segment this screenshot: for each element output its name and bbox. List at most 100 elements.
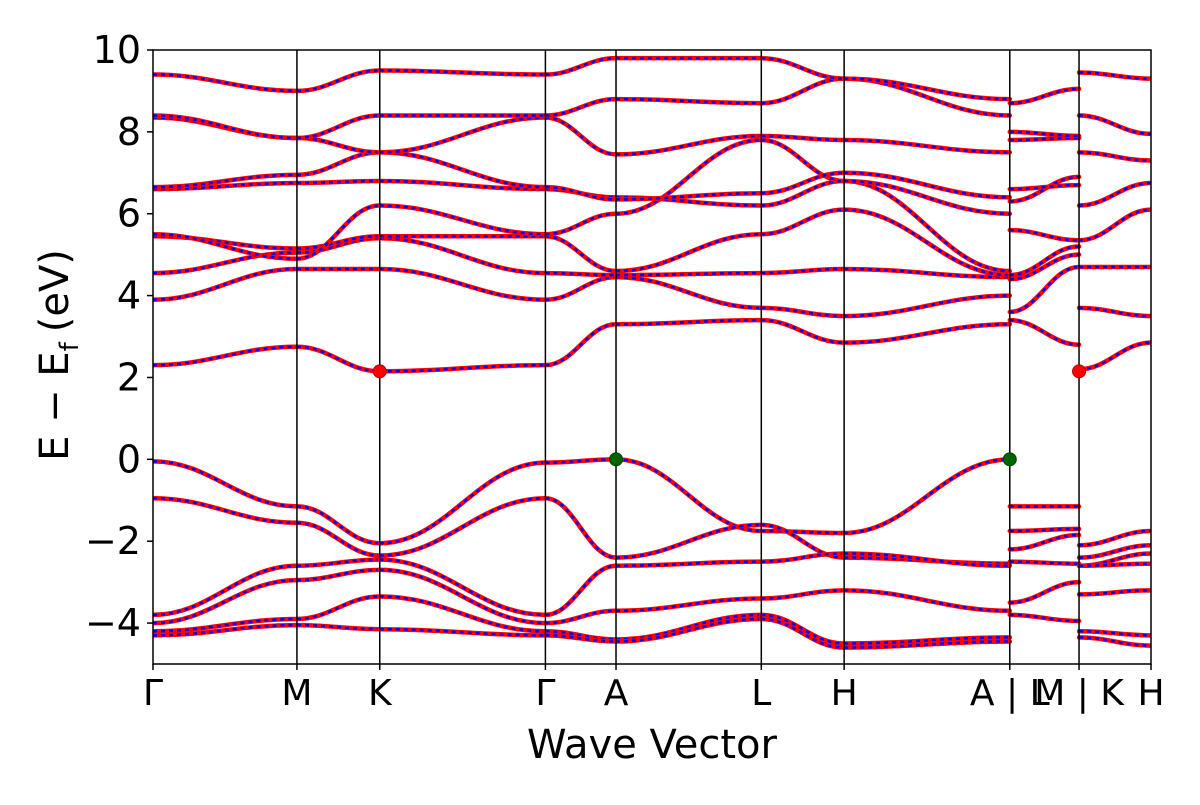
band-line-overlay [1079, 636, 1151, 647]
band-line-overlay [616, 560, 762, 568]
band-line-overlay [1009, 228, 1080, 242]
band-line-overlay [1079, 562, 1151, 568]
band-line-overlay [761, 552, 845, 563]
extrema-markers-layer [372, 364, 1087, 467]
band-line-overlay [1079, 589, 1151, 596]
band-line-overlay [296, 204, 380, 261]
band-line-overlay [153, 617, 297, 633]
band-line-overlay [1079, 71, 1151, 80]
band-line-overlay [545, 323, 617, 367]
band-line-overlay [761, 138, 845, 183]
band-line [377, 236, 548, 276]
band-line-overlay [844, 179, 1010, 273]
band-line-overlay [761, 523, 845, 559]
band-line-overlay [296, 69, 380, 93]
band-line-overlay [616, 523, 762, 559]
y-tick-label: 0 [117, 437, 141, 481]
band-line-overlay [153, 496, 297, 525]
band-line-overlay [1009, 533, 1080, 551]
y-tick-label: 10 [93, 28, 141, 72]
band-line-overlay [616, 271, 762, 277]
band-line-overlay [1079, 552, 1151, 568]
x-tick-label: A | L [970, 673, 1050, 714]
band-line-overlay [545, 116, 617, 156]
band-line [543, 563, 619, 618]
band-line-overlay [1009, 580, 1080, 604]
x-tick-label: M [281, 673, 312, 714]
band-line-overlay [379, 116, 546, 154]
band-line-overlay [379, 267, 546, 301]
band-line-overlay [545, 234, 617, 273]
band-line-overlay [1009, 175, 1080, 203]
band-line-overlay [1009, 136, 1080, 142]
band-line [543, 96, 619, 118]
band-line-overlay [1079, 341, 1151, 371]
y-tick-label: −4 [85, 601, 141, 645]
band-line-overlay [1079, 151, 1151, 162]
band-line-overlay [616, 318, 762, 326]
band-line [1076, 340, 1151, 372]
band-line-overlay [616, 458, 762, 533]
band-line-overlay [1079, 181, 1151, 207]
y-tick-label: 6 [117, 192, 141, 236]
band-line [841, 457, 1013, 536]
y-tick-label: 4 [117, 274, 141, 318]
band-line-overlay [1009, 560, 1080, 565]
band-line-overlay [545, 609, 617, 625]
band-line-overlay [379, 363, 546, 373]
band-line-overlay [1079, 114, 1151, 136]
x-tick-label: H [1137, 673, 1164, 714]
y-axis-label: E − Ef (eV) [32, 249, 85, 461]
band-line-overlay [844, 589, 1010, 613]
band-line-overlay [1009, 527, 1080, 533]
band-line [377, 203, 548, 237]
band-line-overlay [153, 73, 297, 93]
band-line-overlay [616, 138, 762, 215]
band-line-overlay [1078, 208, 1151, 242]
band-line [1076, 180, 1151, 208]
band-line-overlay [761, 77, 845, 105]
band-line-overlay [153, 623, 297, 637]
band-line-overlay [616, 597, 762, 613]
band-line-overlay [153, 267, 297, 301]
x-tick-label: Γ [143, 673, 163, 714]
band-line-overlay [1009, 87, 1080, 105]
band-line-overlay [545, 630, 617, 641]
band-line-overlay [844, 552, 1010, 568]
kpoint-lines-layer [296, 50, 1080, 664]
band-line-overlay [545, 271, 617, 277]
band-line-overlay [153, 114, 297, 140]
band-line [1007, 244, 1082, 278]
band-line-overlay [761, 267, 845, 275]
band-line-overlay [616, 275, 762, 310]
band-line-overlay [844, 267, 1010, 279]
band-line-overlay [1009, 265, 1080, 314]
band-line-overlay [296, 595, 380, 621]
band-line-overlay [616, 192, 762, 201]
band-line-overlay [296, 505, 380, 545]
cbm-marker [1072, 364, 1087, 379]
band-line-overlay [616, 617, 762, 643]
band-line-overlay [1079, 630, 1151, 637]
band-line-overlay [296, 234, 380, 250]
band-line-overlay [545, 634, 617, 643]
band-line-overlay [379, 179, 546, 191]
x-tick-label: Γ [535, 673, 555, 714]
band-line-overlay [379, 558, 546, 617]
band-line-overlay [153, 578, 297, 625]
band-line-overlay [616, 232, 762, 273]
band-line-overlay [296, 345, 380, 373]
y-axis-ticks: −4 −2 0 2 4 6 8 10 [85, 28, 153, 645]
band-line-overlay [545, 212, 617, 236]
band-line-overlay [379, 204, 546, 236]
band-line-overlay [761, 589, 845, 600]
band-line [543, 274, 619, 302]
x-axis-label: Wave Vector [527, 722, 778, 768]
band-line-overlay [844, 636, 1010, 645]
band-line-overlay [296, 623, 380, 631]
x-tick-label: K [368, 673, 393, 714]
band-line-overlay [761, 529, 845, 535]
band-line-overlay [379, 237, 546, 275]
band-line [1076, 113, 1151, 137]
